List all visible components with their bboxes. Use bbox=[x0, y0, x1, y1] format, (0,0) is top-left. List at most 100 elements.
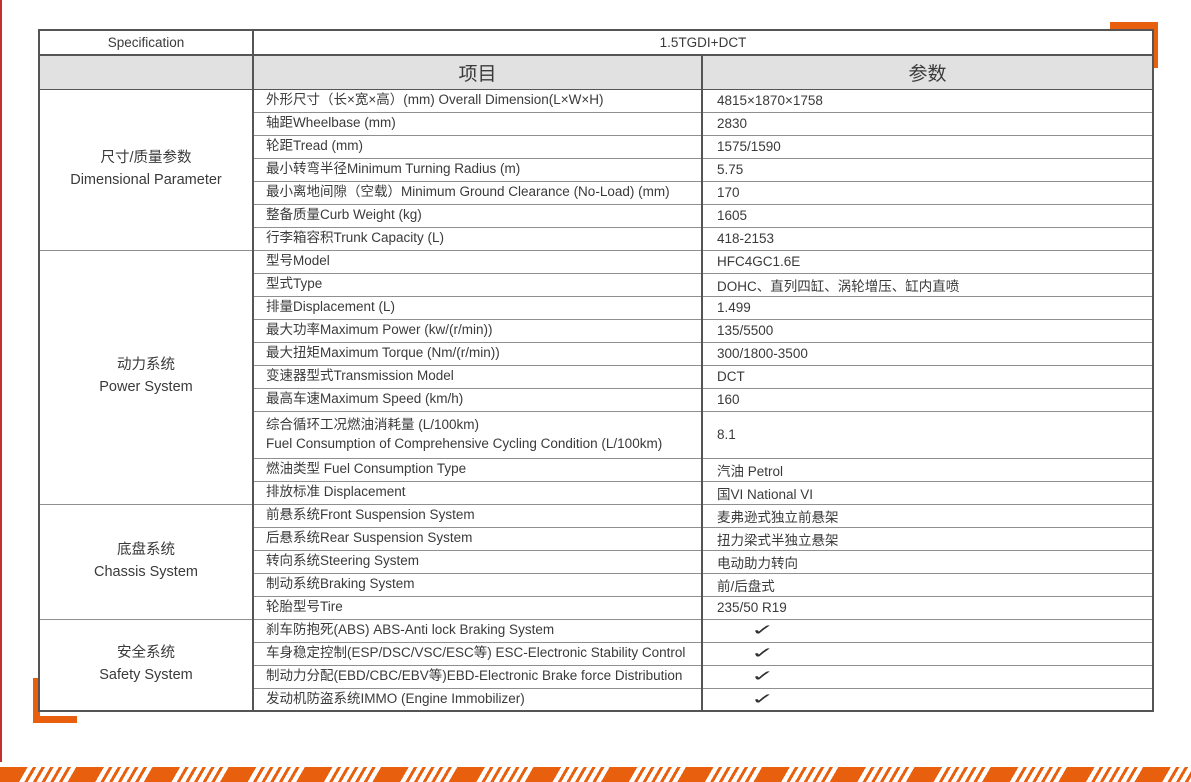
item-cell: 综合循环工况燃油消耗量 (L/100km) Fuel Consumption o… bbox=[252, 410, 702, 458]
check-icon: ✓ bbox=[751, 667, 775, 685]
item-cell: 变速器型式Transmission Model bbox=[252, 364, 702, 388]
table-row: 底盘系统 Chassis System 前悬系统Front Suspension… bbox=[39, 503, 1153, 619]
item-cell: 型式Type bbox=[252, 272, 702, 296]
group-dimensional-parameter: 尺寸/质量参数 Dimensional Parameter bbox=[39, 88, 253, 250]
item-cell: 整备质量Curb Weight (kg) bbox=[252, 203, 702, 227]
bottom-hazard-stripe bbox=[0, 767, 1191, 782]
value-cell: HFC4GC1.6E bbox=[701, 249, 1153, 273]
value-cell: 8.1 bbox=[701, 410, 1153, 458]
item-cell: 最小转弯半径Minimum Turning Radius (m) bbox=[252, 157, 702, 181]
value-cell: 扭力梁式半独立悬架 bbox=[701, 526, 1153, 550]
check-icon: ✓ bbox=[751, 690, 775, 708]
item-cell: 排量Displacement (L) bbox=[252, 295, 702, 319]
column-header-row: 项目 参数 bbox=[39, 54, 1153, 90]
value-cell: 1605 bbox=[701, 203, 1153, 227]
group-label-cn: 动力系统 bbox=[117, 357, 175, 374]
table-row: 转向系统Steering System 电动助力转向 bbox=[39, 549, 1153, 573]
left-accent-line bbox=[0, 0, 2, 762]
item-column-header: 项目 bbox=[252, 54, 702, 90]
value-cell: ✓ bbox=[701, 687, 1153, 711]
item-cell: 行李箱容积Trunk Capacity (L) bbox=[252, 226, 702, 250]
table-row: 燃油类型 Fuel Consumption Type 汽油 Petrol bbox=[39, 457, 1153, 481]
item-cell: 刹车防抱死(ABS) ABS-Anti lock Braking System bbox=[252, 618, 702, 642]
table-row: 安全系统 Safety System 刹车防抱死(ABS) ABS-Anti l… bbox=[39, 618, 1153, 711]
item-cell: 轴距Wheelbase (mm) bbox=[252, 111, 702, 135]
table-row: 制动系统Braking System 前/后盘式 bbox=[39, 572, 1153, 596]
spec-label: Specification bbox=[39, 29, 253, 55]
table-row: 轴距Wheelbase (mm) 2830 bbox=[39, 111, 1153, 135]
check-icon: ✓ bbox=[751, 644, 775, 662]
group-label-en: Chassis System bbox=[94, 563, 198, 580]
item-cell: 前悬系统Front Suspension System bbox=[252, 503, 702, 527]
item-cell: 最大功率Maximum Power (kw/(r/min)) bbox=[252, 318, 702, 342]
table-row: 发动机防盗系统IMMO (Engine Immobilizer) ✓ bbox=[39, 687, 1153, 711]
value-cell: 300/1800-3500 bbox=[701, 341, 1153, 365]
item-cell: 燃油类型 Fuel Consumption Type bbox=[252, 457, 702, 481]
item-cell: 后悬系统Rear Suspension System bbox=[252, 526, 702, 550]
value-cell: ✓ bbox=[701, 618, 1153, 642]
value-cell: 电动助力转向 bbox=[701, 549, 1153, 573]
check-icon: ✓ bbox=[751, 621, 775, 639]
value-cell: 5.75 bbox=[701, 157, 1153, 181]
value-cell: 4815×1870×1758 bbox=[701, 88, 1153, 112]
value-cell: 160 bbox=[701, 387, 1153, 411]
item-cell: 转向系统Steering System bbox=[252, 549, 702, 573]
value-cell: 235/50 R19 bbox=[701, 595, 1153, 619]
item-cell: 制动系统Braking System bbox=[252, 572, 702, 596]
top-right-corner-bracket bbox=[1110, 22, 1158, 68]
group-label-cn: 尺寸/质量参数 bbox=[100, 149, 192, 166]
item-cell: 发动机防盗系统IMMO (Engine Immobilizer) bbox=[252, 687, 702, 711]
table-row: 最大功率Maximum Power (kw/(r/min)) 135/5500 bbox=[39, 318, 1153, 342]
item-line-2: Fuel Consumption of Comprehensive Cyclin… bbox=[266, 435, 663, 451]
table-row: 最小离地间隙（空载）Minimum Ground Clearance (No-L… bbox=[39, 180, 1153, 204]
table-row: 最大扭矩Maximum Torque (Nm/(r/min)) 300/1800-… bbox=[39, 341, 1153, 365]
table-row: 变速器型式Transmission Model DCT bbox=[39, 364, 1153, 388]
table-row: 排放标准 Displacement 国VI National VI bbox=[39, 480, 1153, 504]
value-cell: 前/后盘式 bbox=[701, 572, 1153, 596]
table-row: 后悬系统Rear Suspension System 扭力梁式半独立悬架 bbox=[39, 526, 1153, 550]
table-row: 排量Displacement (L) 1.499 bbox=[39, 295, 1153, 319]
item-cell: 外形尺寸（长×宽×高）(mm) Overall Dimension(L×W×H) bbox=[252, 88, 702, 112]
group-label-en: Safety System bbox=[99, 666, 193, 683]
item-cell: 排放标准 Displacement bbox=[252, 480, 702, 504]
group-power-system: 动力系统 Power System bbox=[39, 249, 253, 504]
value-cell: ✓ bbox=[701, 664, 1153, 688]
group-label-en: Dimensional Parameter bbox=[70, 171, 222, 188]
table-row: 型式Type DOHC、直列四缸、涡轮增压、缸内直喷 bbox=[39, 272, 1153, 296]
value-cell: 170 bbox=[701, 180, 1153, 204]
value-cell: DOHC、直列四缸、涡轮增压、缸内直喷 bbox=[701, 272, 1153, 296]
table-row: 车身稳定控制(ESP/DSC/VSC/ESC等) ESC-Electronic … bbox=[39, 641, 1153, 665]
value-cell: 麦弗逊式独立前悬架 bbox=[701, 503, 1153, 527]
value-cell: 418-2153 bbox=[701, 226, 1153, 250]
value-cell: DCT bbox=[701, 364, 1153, 388]
engine-variant-label: 1.5TGDI+DCT bbox=[252, 29, 1153, 55]
value-cell: 135/5500 bbox=[701, 318, 1153, 342]
table-row: 最小转弯半径Minimum Turning Radius (m) 5.75 bbox=[39, 157, 1153, 181]
item-line-1: 综合循环工况燃油消耗量 (L/100km) bbox=[266, 417, 480, 433]
group-label-en: Power System bbox=[99, 379, 193, 395]
table-row: 整备质量Curb Weight (kg) 1605 bbox=[39, 203, 1153, 227]
table-row: 最高车速Maximum Speed (km/h) 160 bbox=[39, 387, 1153, 411]
table-row: 综合循环工况燃油消耗量 (L/100km) Fuel Consumption o… bbox=[39, 410, 1153, 458]
table-title-row: Specification 1.5TGDI+DCT bbox=[39, 29, 1153, 55]
group-chassis-system: 底盘系统 Chassis System bbox=[39, 503, 253, 619]
table-row: 制动力分配(EBD/CBC/EBV等)EBD-Electronic Brake … bbox=[39, 664, 1153, 688]
table-row: 行李箱容积Trunk Capacity (L) 418-2153 bbox=[39, 226, 1153, 250]
item-cell: 最高车速Maximum Speed (km/h) bbox=[252, 387, 702, 411]
item-cell: 车身稳定控制(ESP/DSC/VSC/ESC等) ESC-Electronic … bbox=[252, 641, 702, 665]
value-cell: ✓ bbox=[701, 641, 1153, 665]
item-cell: 最小离地间隙（空载）Minimum Ground Clearance (No-L… bbox=[252, 180, 702, 204]
value-cell: 汽油 Petrol bbox=[701, 457, 1153, 481]
value-cell: 国VI National VI bbox=[701, 480, 1153, 504]
group-label-cn: 底盘系统 bbox=[117, 541, 175, 558]
group-safety-system: 安全系统 Safety System bbox=[39, 618, 253, 711]
param-column-header: 参数 bbox=[701, 54, 1153, 90]
table-row: 尺寸/质量参数 Dimensional Parameter 外形尺寸（长×宽×高… bbox=[39, 88, 1153, 250]
item-cell: 型号Model bbox=[252, 249, 702, 273]
empty-header-cell bbox=[39, 54, 253, 90]
item-cell: 制动力分配(EBD/CBC/EBV等)EBD-Electronic Brake … bbox=[252, 664, 702, 688]
specification-table: Specification 1.5TGDI+DCT 项目 参数 尺寸/质量参数 … bbox=[38, 29, 1154, 712]
group-label-cn: 安全系统 bbox=[117, 645, 175, 661]
table-row: 轮胎型号Tire 235/50 R19 bbox=[39, 595, 1153, 619]
